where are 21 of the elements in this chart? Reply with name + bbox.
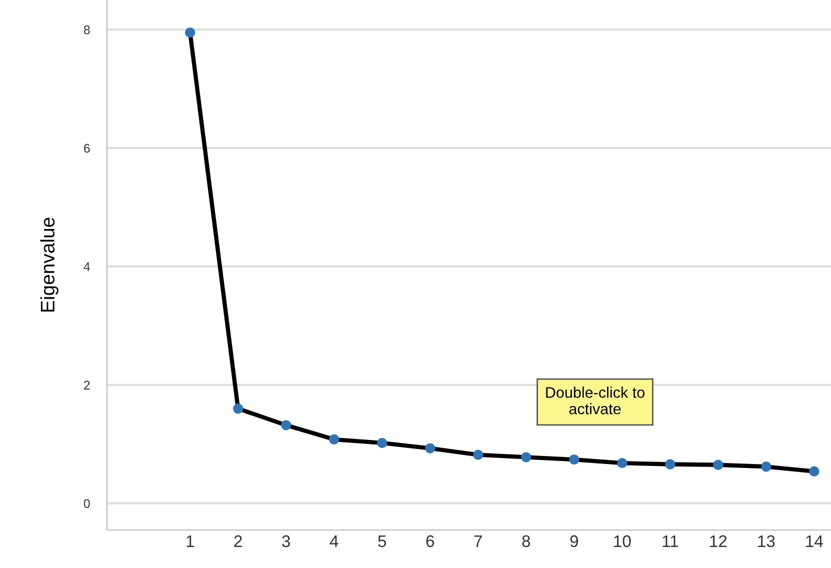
x-tick-label: 2 bbox=[234, 535, 242, 547]
x-tick-label: 14 bbox=[806, 535, 823, 547]
x-tick-label: 3 bbox=[282, 535, 290, 548]
x-tick-label: 12 bbox=[710, 535, 727, 547]
y-tick-label: 4 bbox=[84, 262, 90, 272]
x-tick-label: 1 bbox=[186, 535, 194, 547]
x-tick-label: 10 bbox=[614, 535, 631, 548]
y-tick-label: 0 bbox=[84, 499, 90, 508]
x-tick-label: 6 bbox=[426, 535, 434, 548]
x-tick-label: 5 bbox=[378, 535, 386, 548]
annotation: Double-click to activate bbox=[546, 386, 644, 414]
x-tick-label: 9 bbox=[570, 535, 578, 548]
x-tick-label: 13 bbox=[758, 535, 775, 548]
y-axis-title: Eigenvalue bbox=[40, 218, 58, 312]
x-tick-label: 7 bbox=[474, 535, 482, 547]
x-tick-label: 4 bbox=[330, 535, 338, 547]
y-tick-label: 2 bbox=[84, 380, 90, 390]
y-tick-label: 8 bbox=[84, 25, 90, 34]
x-tick-label: 8 bbox=[522, 535, 530, 548]
x-tick-label: 11 bbox=[662, 535, 678, 547]
y-tick-label: 6 bbox=[84, 144, 90, 153]
